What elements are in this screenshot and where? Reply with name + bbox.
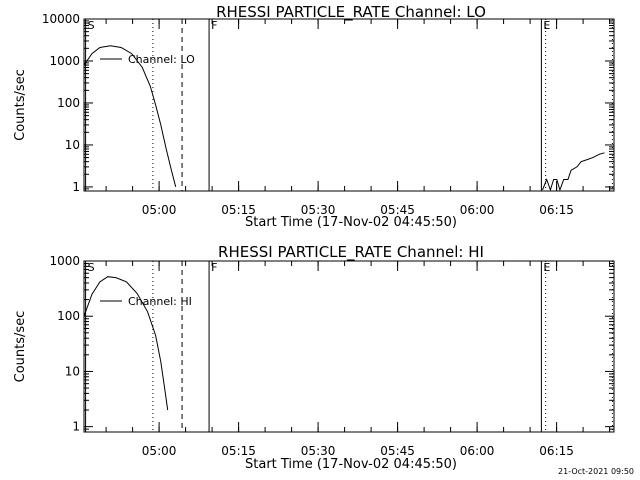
panel-2-x-tick-label: 05:45 bbox=[380, 444, 415, 458]
panel-1-y-tick-label: 100 bbox=[57, 96, 80, 110]
panel-2-x-tick-label: 05:15 bbox=[221, 444, 256, 458]
panel-2-marker-label: F bbox=[211, 261, 217, 274]
panel-1-x-tick-label: 05:15 bbox=[221, 203, 256, 217]
panel-2-y-tick-label: 10 bbox=[65, 364, 80, 378]
timestamp-label: 21-Oct-2021 09:50 bbox=[558, 467, 634, 476]
panel-1-marker-label: F bbox=[211, 19, 217, 32]
panel-2-x-tick-label: 06:15 bbox=[539, 444, 574, 458]
panel-1-marker-label: S bbox=[88, 19, 95, 32]
panel-2-x-axis-label: Start Time (17-Nov-02 04:45:50) bbox=[245, 457, 457, 472]
panel-1-title: RHESSI PARTICLE_RATE Channel: LO bbox=[216, 3, 486, 22]
panel-1-y-tick-label: 1 bbox=[72, 180, 80, 194]
panel-1-x-tick-label: 05:45 bbox=[380, 203, 415, 217]
panel-1-x-tick-label: 06:00 bbox=[460, 203, 495, 217]
panel-2-y-tick-label: 100 bbox=[57, 309, 80, 323]
panel-2-series-line bbox=[84, 276, 169, 411]
panel-2-x-tick-label: 05:30 bbox=[301, 444, 336, 458]
panel-2-y-tick-label: 1000 bbox=[49, 254, 80, 268]
panel-1-y-axis-label: Counts/sec bbox=[13, 69, 28, 141]
panel-1-x-tick-label: 06:15 bbox=[539, 203, 574, 217]
panel-1-x-tick-label: 05:30 bbox=[301, 203, 336, 217]
panel-2-marker-label: E bbox=[543, 261, 550, 274]
panel-1-y-tick-label: 10 bbox=[65, 138, 80, 152]
panel-1-marker-label: E bbox=[543, 19, 550, 32]
panel-2-title: RHESSI PARTICLE_RATE Channel: HI bbox=[218, 243, 484, 262]
panel-1-y-tick-label: 10000 bbox=[42, 12, 80, 26]
panel-1-plot-frame bbox=[83, 18, 615, 192]
panel-1-series-line bbox=[84, 45, 177, 188]
panel-2-x-tick-label: 05:00 bbox=[142, 444, 177, 458]
panel-2-y-tick-label: 1 bbox=[72, 420, 80, 434]
panel-1-x-axis-label: Start Time (17-Nov-02 04:45:50) bbox=[245, 215, 457, 230]
panel-2-plot-frame bbox=[83, 260, 615, 433]
panel-1-x-tick-label: 05:00 bbox=[142, 203, 177, 217]
panel-2-chart: RHESSI PARTICLE_RATE Channel: HI Start Ti… bbox=[13, 243, 615, 472]
panel-1-y-tick-label: 1000 bbox=[49, 54, 80, 68]
panel-1-legend-label: Channel: LO bbox=[128, 53, 195, 66]
panel-1-series-line bbox=[542, 152, 605, 191]
panel-1-chart: RHESSI PARTICLE_RATE Channel: LO Start Ti… bbox=[13, 3, 615, 230]
panel-2-y-axis-label: Counts/sec bbox=[13, 311, 28, 383]
panel-2-legend-label: Channel: HI bbox=[128, 295, 192, 308]
panel-2-marker-label: S bbox=[88, 261, 95, 274]
panel-2-x-tick-label: 06:00 bbox=[460, 444, 495, 458]
